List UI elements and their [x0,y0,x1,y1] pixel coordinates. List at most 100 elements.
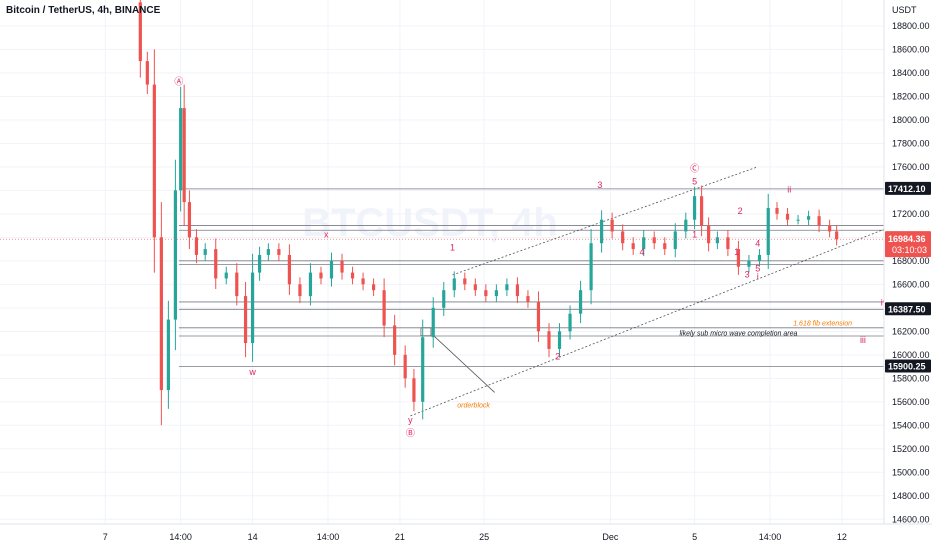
candle-body [421,337,425,402]
candle-body [610,219,614,232]
candle-body [431,307,435,338]
price-tick-label: 18800.00 [892,21,930,31]
price-tick-label: 18600.00 [892,44,930,54]
candle-body [699,196,704,226]
candle-body [298,284,302,297]
candle-body [796,219,800,221]
candle-body [515,284,520,297]
wave-label: i [757,272,759,282]
candle-body [785,213,790,220]
candles[interactable] [138,0,839,426]
candle-body [224,272,228,279]
trend-line-lower [410,209,932,417]
current-price-tag [885,231,931,258]
candle-body [166,319,170,391]
candle-body [578,290,583,314]
annotation-text: 1.618 fib extension [793,320,852,327]
candle-body [159,237,163,391]
wave-label: 5 [692,176,697,186]
candle-body [757,254,762,261]
candle-body [835,231,839,240]
candle-body [673,231,677,250]
candle-body [287,254,292,285]
symbol-watermark: BTCUSDT, 4h [302,201,558,245]
candle-body [484,290,488,297]
wave-label: ii [787,185,791,195]
candle-body [494,290,498,297]
wave-label: 3 [745,269,750,279]
wave-label: 4 [639,247,644,257]
wave-label: Ⓒ [690,164,699,174]
candle-body [412,378,416,402]
time-tick-label: Dec [602,532,619,542]
chart-title: Bitcoin / TetherUS, 4h, BINANCE [6,5,161,16]
price-tick-label: 15000.00 [892,467,930,477]
candle-body [766,207,770,255]
candle-body [382,290,386,326]
wave-label: 3 [597,180,602,190]
wave-label: 1 [734,247,739,257]
time-tick-label: 5 [692,532,697,542]
trend-line-upper [452,166,758,276]
candle-body [403,354,407,379]
candle-body [452,278,456,291]
candle-body [173,190,177,320]
wave-label: Ⓑ [406,428,415,438]
time-tick-label: 21 [395,532,405,542]
horizontal-levels [178,188,884,367]
candle-body [806,216,811,220]
candle-body [473,284,477,291]
time-tick-label: 25 [479,532,489,542]
candle-body [152,84,156,238]
current-price-countdown: 03:10:03 [892,245,927,255]
candle-body [568,313,572,332]
candle-body [557,331,562,349]
price-tick-label: 16600.00 [892,279,930,289]
candle-body [505,284,509,291]
price-tick-label: 16000.00 [892,350,930,360]
candle-body [547,331,551,349]
price-tick-label: 15800.00 [892,373,930,383]
candle-body [203,249,207,255]
price-tick-label: 14600.00 [892,514,930,524]
wave-label: w [248,367,256,377]
price-tick-label: 18000.00 [892,115,930,125]
time-tick-label: 14:00 [759,532,782,542]
time-axis-ticks: 7 14:00 14 14:00 21 25 Dec 5 14:00 12 [103,532,847,542]
candle-body [536,301,541,332]
candle-body [266,249,270,255]
orderblock-arrow [431,333,495,393]
price-tick-label: 15200.00 [892,444,930,454]
candle-body [442,290,446,308]
candle-body [243,296,248,344]
candle-body [621,231,625,244]
candle-body [138,2,142,62]
candle-body [526,296,530,302]
candle-body [179,108,183,191]
candle-body [642,237,646,250]
price-tick-label: 14800.00 [892,491,930,501]
level-price-tag-label: 17412.10 [888,184,926,194]
candle-body [214,249,218,279]
candle-body [182,108,186,203]
wave-label: 1 [692,229,697,239]
time-tick-label: 14 [248,532,258,542]
currency-label: USDT [892,5,917,15]
candle-body [145,61,149,85]
price-tick-label: 17800.00 [892,138,930,148]
candle-body [250,272,255,344]
candle-body [631,243,635,250]
candle-body [828,225,832,232]
candle-body [736,249,741,267]
level-price-tag-label: 15900.25 [888,362,926,372]
price-tick-label: 17600.00 [892,162,930,172]
candle-body [319,272,323,279]
level-price-tag-label: 16387.50 [888,304,926,314]
level-price-tag [885,181,931,195]
candle-body [235,272,239,297]
candle-body [340,260,344,273]
candle-body [187,202,192,238]
candle-body [726,237,730,250]
